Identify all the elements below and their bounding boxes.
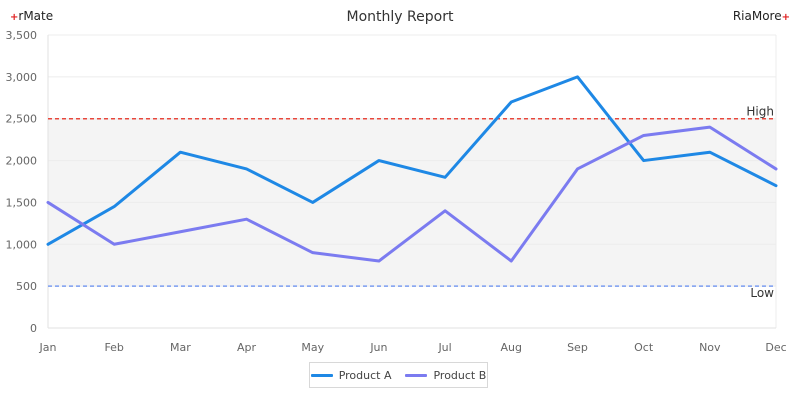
x-tick-label: Jan: [39, 341, 57, 354]
y-tick-label: 1,500: [6, 196, 38, 209]
y-tick-label: 2,500: [6, 113, 38, 126]
x-tick-label: Aug: [501, 341, 522, 354]
x-tick-label: Apr: [237, 341, 257, 354]
brand-plus-icon: +: [10, 12, 19, 23]
x-tick-label: Sep: [567, 341, 588, 354]
legend-swatch-product-b: [405, 373, 428, 377]
legend-item-product-b[interactable]: Product B: [405, 369, 486, 382]
legend-swatch-product-a: [310, 373, 333, 377]
x-tick-label: Nov: [699, 341, 721, 354]
y-tick-label: 2,000: [6, 155, 38, 168]
x-tick-label: May: [301, 341, 324, 354]
x-tick-label: Jul: [437, 341, 451, 354]
reference-label-high: High: [746, 105, 774, 119]
chart-title: Monthly Report: [346, 9, 454, 25]
x-tick-label: Jun: [369, 341, 387, 354]
x-tick-label: Feb: [104, 341, 123, 354]
brand-plus-icon: +: [781, 12, 790, 23]
legend-label-product-b: Product B: [433, 368, 487, 382]
series-line-product-a: [46, 75, 778, 246]
series-line-product-b: [46, 125, 778, 263]
rmate-brand: +rMate: [10, 9, 53, 23]
y-tick-label: 3,000: [6, 71, 38, 84]
legend-item-product-a[interactable]: Product A: [310, 368, 392, 382]
y-tick-label: 500: [16, 280, 37, 293]
y-tick-label: 3,500: [6, 29, 38, 42]
chart-legend: Product A Product B: [309, 362, 488, 388]
y-tick-label: 1,000: [6, 238, 38, 251]
rmate-brand-label: rMate: [18, 9, 54, 23]
x-tick-label: Mar: [170, 341, 191, 354]
reference-label-low: Low: [750, 286, 774, 300]
y-tick-label: 0: [30, 322, 37, 335]
riamore-brand: RiaMore+: [733, 9, 790, 23]
x-tick-label: Dec: [765, 341, 786, 354]
riamore-brand-label: RiaMore: [732, 9, 782, 23]
x-tick-label: Oct: [634, 341, 654, 354]
legend-label-product-a: Product A: [338, 368, 392, 382]
